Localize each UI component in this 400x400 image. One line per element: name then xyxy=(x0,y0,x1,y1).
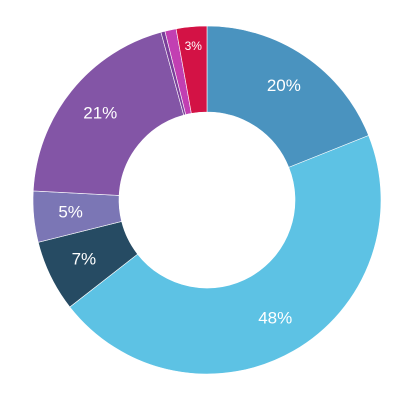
slice-label-4: 21% xyxy=(83,104,117,123)
slice-label-3: 5% xyxy=(58,203,83,222)
donut-hole xyxy=(119,112,295,288)
slice-label-2: 7% xyxy=(72,250,97,269)
slice-label-0: 20% xyxy=(267,76,301,95)
slice-labels: 20% 48% 7% 5% 21% 3% xyxy=(58,39,301,328)
slice-label-1: 48% xyxy=(258,308,292,327)
slice-label-7: 3% xyxy=(185,39,203,53)
donut-slices xyxy=(32,25,382,375)
